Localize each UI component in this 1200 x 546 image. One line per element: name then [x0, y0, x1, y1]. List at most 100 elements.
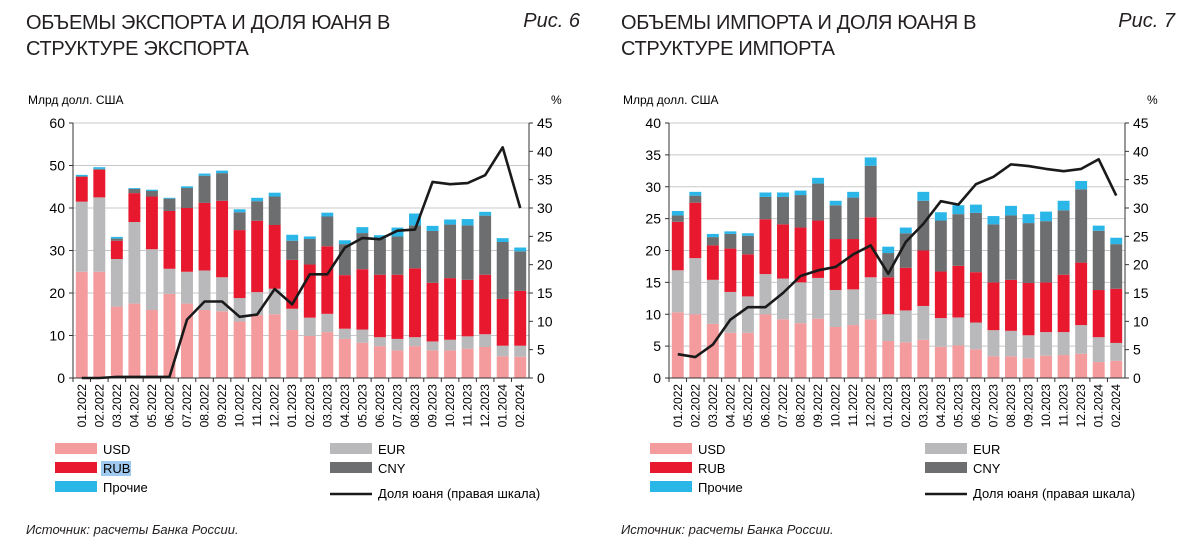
bar-usd: [917, 339, 930, 378]
bar-eur: [444, 339, 457, 351]
bar-usd: [321, 332, 334, 378]
bar-cny: [969, 212, 982, 273]
y2-tick-label: 5: [537, 342, 545, 358]
legend-swatch-other: [55, 481, 97, 492]
bar-eur: [514, 345, 527, 357]
bar-other: [1022, 214, 1035, 224]
x-tick-label: 01.2023: [881, 384, 895, 428]
y2-tick-label: 45: [1133, 115, 1149, 131]
bar-other: [934, 212, 947, 221]
bar-cny: [794, 195, 807, 228]
y-tick-label: 10: [645, 306, 661, 322]
bar-rub: [181, 208, 193, 272]
bar-eur: [671, 270, 684, 313]
legend-swatch-cny: [330, 462, 372, 473]
bar-eur: [163, 268, 176, 294]
x-tick-label: 02.2022: [92, 384, 106, 428]
x-tick-label: 09.2023: [426, 384, 440, 428]
bar-usd: [391, 350, 404, 378]
bar-usd: [1040, 355, 1053, 378]
bar-other: [303, 236, 316, 240]
bar-other: [864, 157, 877, 166]
x-tick-label: 01.2023: [285, 384, 299, 428]
bar-rub: [145, 196, 158, 250]
bar-rub: [917, 250, 930, 306]
x-tick-label: 02.2024: [1109, 384, 1123, 428]
bar-other: [987, 216, 1000, 225]
x-tick-label: 09.2022: [811, 384, 825, 428]
bar-cny: [338, 244, 351, 276]
x-tick-label: 07.2023: [390, 384, 404, 428]
bar-rub: [847, 239, 860, 290]
legend-label-usd: USD: [698, 442, 725, 457]
y-tick-label: 20: [645, 243, 661, 259]
bar-rub: [303, 264, 316, 318]
bar-eur: [321, 313, 334, 333]
legend-label-cny: CNY: [378, 461, 406, 476]
bar-other: [373, 235, 386, 239]
x-tick-label: 05.2022: [741, 384, 755, 428]
bar-other: [128, 188, 141, 189]
bar-cny: [216, 173, 229, 201]
bar-rub: [479, 274, 492, 335]
bar-other: [444, 219, 457, 225]
legend-swatch-eur: [330, 443, 372, 454]
bar-usd: [934, 346, 947, 378]
bar-rub: [75, 176, 88, 202]
y-tick-label: 35: [645, 147, 661, 163]
bar-rub: [829, 239, 842, 291]
bar-eur: [426, 341, 439, 351]
bar-usd: [759, 314, 772, 378]
bar-other: [356, 227, 369, 234]
bar-usd: [338, 338, 351, 378]
bar-cny: [496, 242, 509, 299]
bar-usd: [145, 310, 158, 378]
bar-cny: [1110, 244, 1123, 289]
y-tick-label: 40: [645, 115, 661, 131]
y-tick-label: 20: [49, 285, 65, 301]
x-tick-label: 07.2022: [180, 384, 194, 428]
y2-tick-label: 15: [1133, 285, 1149, 301]
x-tick-label: 08.2023: [408, 384, 422, 428]
bar-other: [426, 225, 439, 231]
bar-usd: [75, 271, 88, 378]
bar-eur: [216, 277, 229, 312]
bar-eur: [373, 337, 386, 347]
y-tick-label: 60: [49, 115, 65, 131]
bar-other: [163, 197, 176, 199]
bar-cny: [303, 239, 316, 265]
bar-other: [759, 192, 772, 197]
bar-rub: [496, 298, 509, 346]
bar-cny: [409, 225, 421, 269]
bar-other: [338, 240, 351, 245]
bar-eur: [1092, 337, 1105, 363]
bar-cny: [181, 188, 193, 208]
bar-usd: [514, 356, 527, 378]
bar-eur: [251, 292, 264, 316]
bar-eur: [268, 288, 281, 315]
bar-other: [812, 177, 825, 184]
bar-usd: [724, 332, 737, 378]
bar-other: [899, 227, 912, 234]
y2-axis-label: %: [551, 93, 562, 107]
y-tick-label: 30: [49, 243, 65, 259]
y2-tick-label: 0: [537, 370, 545, 386]
bar-eur: [689, 258, 702, 315]
y2-tick-label: 35: [537, 172, 553, 188]
bar-eur: [829, 290, 842, 327]
y-axis-label: Млрд долл. США: [28, 93, 123, 107]
text-selection-highlight: [101, 461, 131, 476]
y-tick-label: 0: [653, 370, 661, 386]
y-tick-label: 0: [57, 370, 65, 386]
bar-other: [794, 190, 807, 196]
bar-cny: [724, 233, 737, 249]
bar-rub: [882, 277, 895, 315]
bar-cny: [671, 215, 684, 222]
bar-other: [514, 247, 527, 252]
bar-rub: [777, 224, 789, 279]
bar-other: [479, 211, 492, 216]
x-tick-label: 12.2022: [268, 384, 282, 428]
bar-rub: [812, 220, 825, 278]
y2-tick-label: 25: [1133, 228, 1149, 244]
bar-eur: [461, 336, 474, 349]
